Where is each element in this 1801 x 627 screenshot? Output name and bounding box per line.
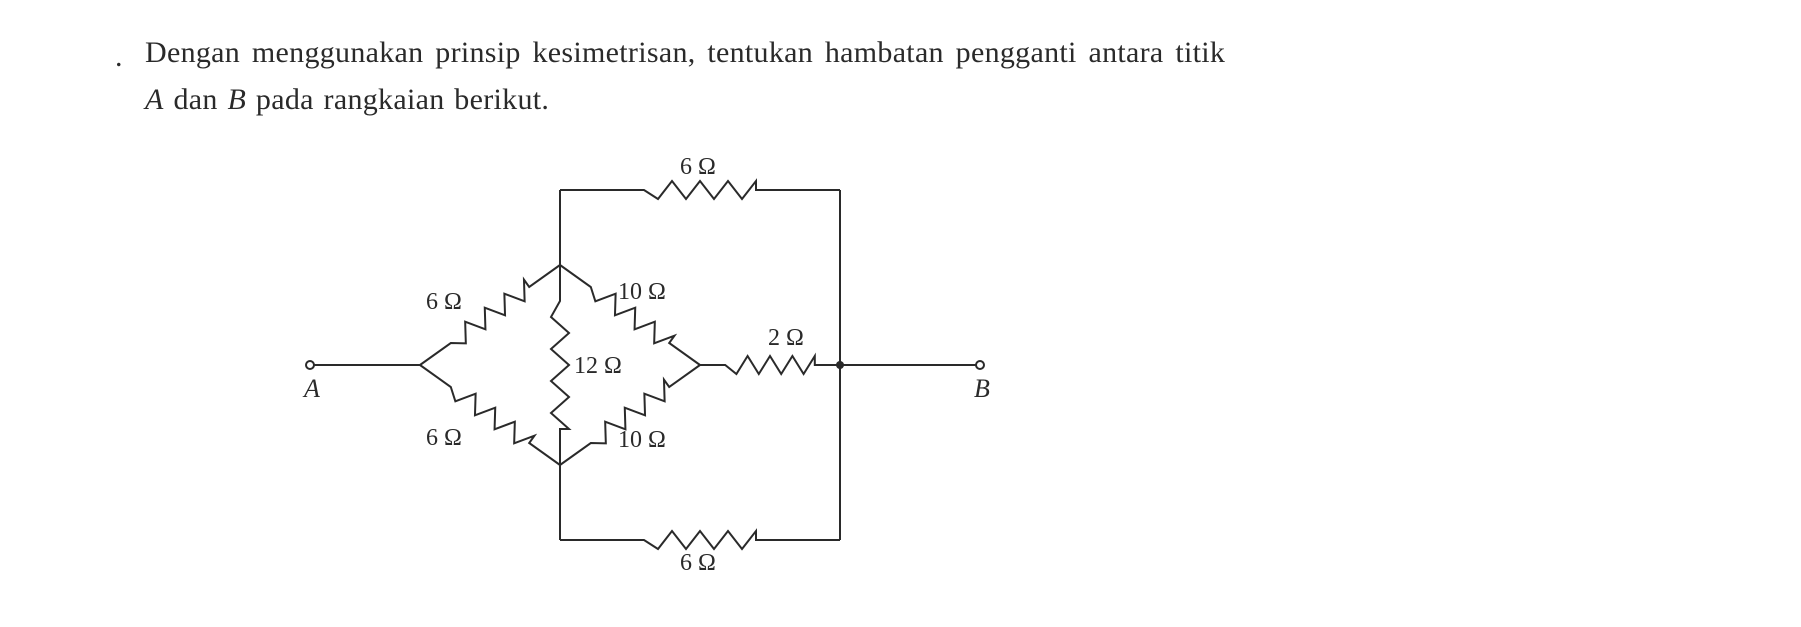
resistor-left-lower-label: 6 Ω [426, 425, 462, 451]
point-A-inline: A [145, 83, 164, 116]
terminal-A-label: A [302, 374, 320, 403]
resistor-mid-lower-label: 10 Ω [618, 427, 666, 453]
resistor-bottom-outer-label: 6 Ω [680, 550, 716, 576]
resistor-top-outer-label: 6 Ω [680, 154, 716, 180]
terminal-B [976, 361, 984, 369]
resistor-left-upper-label: 6 Ω [426, 289, 462, 315]
problem-bullet: . [115, 40, 123, 74]
resistor-center-label: 12 Ω [574, 353, 622, 379]
node-B-junction [836, 361, 844, 369]
terminal-A [306, 361, 314, 369]
resistor-top-outer [560, 181, 840, 199]
line2-end: pada rangkaian berikut. [246, 83, 549, 116]
terminal-B-label: B [974, 374, 990, 403]
point-B-inline: B [227, 83, 246, 116]
resistor-bottom-outer [560, 531, 840, 549]
resistor-center [551, 265, 569, 465]
line2-mid: dan [164, 83, 228, 116]
problem-text: Dengan menggunakan prinsip kesimetrisan,… [145, 30, 1705, 123]
resistor-left-upper [420, 265, 560, 365]
problem-line2: A dan B pada rangkaian berikut. [145, 77, 1705, 124]
circuit-diagram: A B 6 Ω 6 Ω 6 Ω 10 Ω 10 Ω 12 Ω 2 Ω 6 Ω [300, 150, 1100, 580]
resistor-right-series [700, 356, 840, 374]
problem-line1: Dengan menggunakan prinsip kesimetrisan,… [145, 30, 1705, 77]
resistor-right-series-label: 2 Ω [768, 325, 804, 351]
resistor-mid-upper-label: 10 Ω [618, 279, 666, 305]
